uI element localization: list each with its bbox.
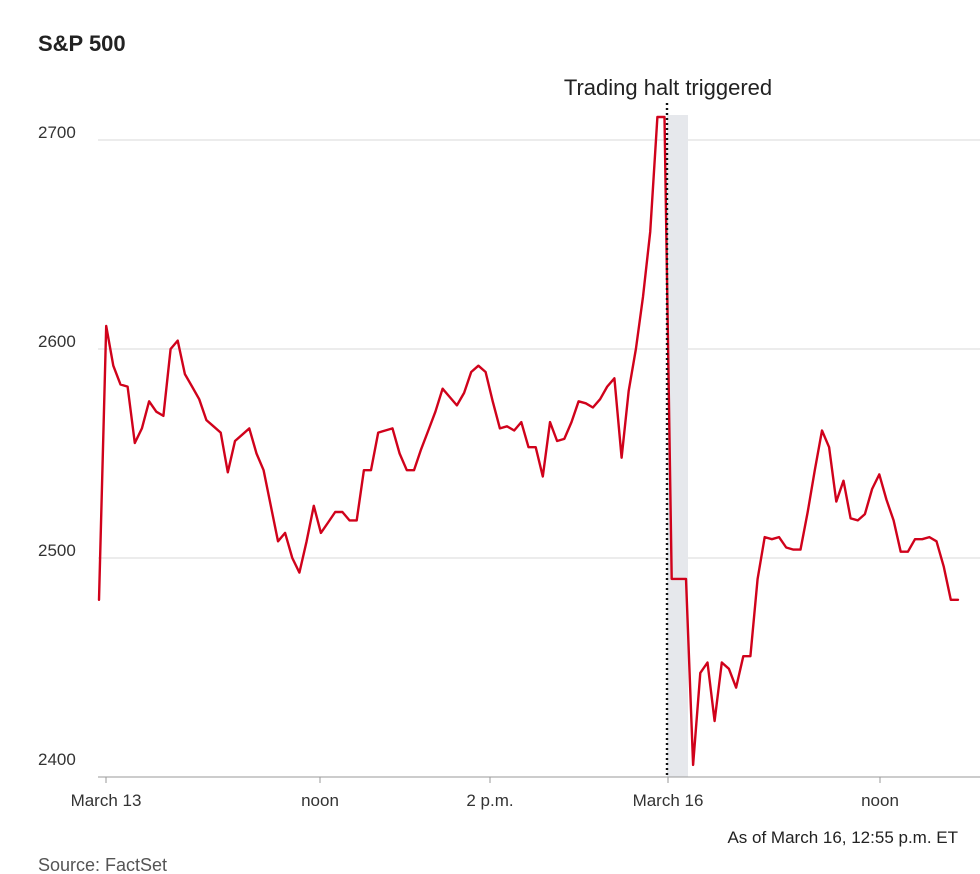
gridlines bbox=[98, 139, 980, 559]
timestamp-note: As of March 16, 12:55 p.m. ET bbox=[727, 828, 958, 847]
trading-halt-shading bbox=[667, 115, 688, 777]
chart-title: S&P 500 bbox=[38, 31, 126, 56]
sp500-line bbox=[97, 115, 960, 767]
y-tick-label: 2600 bbox=[38, 332, 76, 351]
source-credit: Source: FactSet bbox=[38, 855, 167, 874]
y-tick-label: 2400 bbox=[38, 750, 76, 769]
x-axis: March 13 noon 2 p.m. March 16 noon bbox=[71, 777, 899, 810]
y-tick-label: 2700 bbox=[38, 123, 76, 142]
x-tick-label: 2 p.m. bbox=[466, 791, 513, 810]
x-tick-label: March 13 bbox=[71, 791, 142, 810]
halt-annotation: Trading halt triggered bbox=[564, 75, 772, 100]
x-tick-label: noon bbox=[301, 791, 339, 810]
x-tick-label: noon bbox=[861, 791, 899, 810]
y-axis: 2400 2500 2600 2700 bbox=[38, 123, 76, 769]
x-tick-label: March 16 bbox=[633, 791, 704, 810]
y-tick-label: 2500 bbox=[38, 541, 76, 560]
